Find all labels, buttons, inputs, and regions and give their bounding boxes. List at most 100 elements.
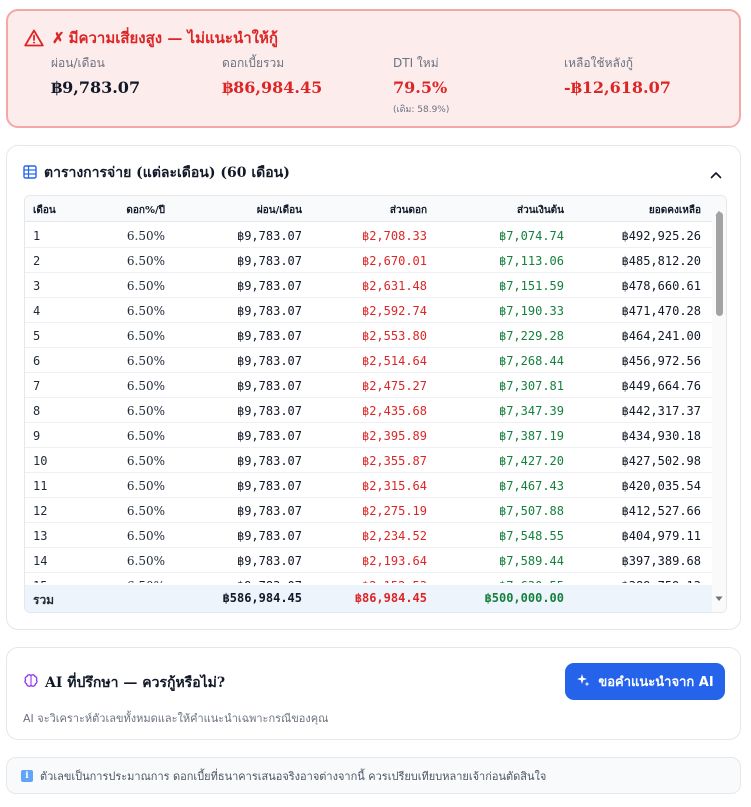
cell-balance: ฿478,660.61 bbox=[621, 279, 701, 293]
cell-payment: ฿9,783.07 bbox=[236, 254, 302, 268]
chevron-up-icon[interactable] bbox=[710, 164, 722, 183]
ai-header: AI ที่ปรึกษา — ควรกู้หรือไม่? bbox=[23, 672, 225, 694]
cell-principal: ฿7,427.20 bbox=[498, 454, 564, 468]
stat-note: (เดิม: 58.9%) bbox=[393, 105, 450, 115]
column-header-payment: ผ่อน/เดือน bbox=[256, 205, 302, 216]
table-total-row: รวม ฿586,984.45 ฿86,984.45 ฿500,000.00 bbox=[25, 585, 713, 612]
cell-interest: ฿2,514.64 bbox=[361, 354, 427, 368]
cell-rate: 6.50% bbox=[126, 279, 165, 293]
column-header-interest: ส่วนดอก bbox=[389, 205, 427, 216]
cell-rate: 6.50% bbox=[126, 479, 165, 493]
stat-label: ดอกเบี้ยรวม bbox=[222, 56, 285, 70]
cell-principal: ฿7,387.19 bbox=[498, 429, 564, 443]
stat-total-interest: ดอกเบี้ยรวม ฿86,984.45 bbox=[222, 54, 322, 97]
ask-ai-button[interactable]: ขอคำแนะนำจาก AI bbox=[565, 663, 725, 700]
cell-month: 14 bbox=[33, 554, 48, 568]
cell-rate: 6.50% bbox=[126, 354, 165, 368]
table-row: 2 6.50% ฿9,783.07 ฿2,670.01 ฿7,113.06 ฿485,81… bbox=[25, 248, 713, 273]
cell-payment: ฿9,783.07 bbox=[236, 229, 302, 243]
cell-principal: ฿7,548.55 bbox=[498, 529, 564, 543]
cell-balance: ฿464,241.00 bbox=[621, 329, 701, 343]
table-row: 15 6.50% ฿9,783.07 ฿2,152.53 ฿7,630.55 ฿389,7… bbox=[25, 573, 713, 583]
brain-icon bbox=[23, 673, 39, 693]
table-row: 12 6.50% ฿9,783.07 ฿2,275.19 ฿7,507.88 ฿412,5… bbox=[25, 498, 713, 523]
table-scrollbar[interactable] bbox=[712, 196, 726, 612]
column-header-month: เดือน bbox=[33, 205, 56, 216]
cell-interest: ฿2,592.74 bbox=[361, 304, 427, 318]
column-header-principal: ส่วนเงินต้น bbox=[516, 205, 564, 216]
cell-month: 10 bbox=[33, 454, 48, 468]
ask-ai-button-label: ขอคำแนะนำจาก AI bbox=[598, 675, 714, 690]
schedule-table[interactable]: เดือน ดอก%/ปี ผ่อน/เดือน ส่วนดอก ส่วนเงิ… bbox=[24, 195, 727, 613]
cell-rate: 6.50% bbox=[126, 554, 165, 568]
payment-schedule-card: ตารางการจ่าย (แต่ละเดือน) (60 เดือน) เดื… bbox=[6, 145, 741, 630]
total-payment: ฿586,984.45 bbox=[222, 591, 302, 605]
cell-interest: ฿2,234.52 bbox=[361, 529, 427, 543]
cell-principal: ฿7,630.55 bbox=[499, 579, 564, 583]
table-row: 8 6.50% ฿9,783.07 ฿2,435.68 ฿7,347.39 ฿442,31… bbox=[25, 398, 713, 423]
cell-principal: ฿7,307.81 bbox=[498, 379, 564, 393]
cell-rate: 6.50% bbox=[126, 329, 165, 343]
cell-principal: ฿7,268.44 bbox=[498, 354, 564, 368]
cell-balance: ฿492,925.26 bbox=[621, 229, 701, 243]
stat-label: ผ่อน/เดือน bbox=[51, 56, 105, 70]
cell-balance: ฿449,664.76 bbox=[621, 379, 701, 393]
total-label: รวม bbox=[33, 593, 55, 607]
warning-triangle-icon bbox=[24, 29, 44, 47]
cell-interest: ฿2,670.01 bbox=[361, 254, 427, 268]
cell-interest: ฿2,395.89 bbox=[361, 429, 427, 443]
cell-payment: ฿9,783.07 bbox=[236, 479, 302, 493]
cell-payment: ฿9,783.07 bbox=[236, 329, 302, 343]
cell-interest: ฿2,553.80 bbox=[361, 329, 427, 343]
table-row: 14 6.50% ฿9,783.07 ฿2,193.64 ฿7,589.44 ฿397,3… bbox=[25, 548, 713, 573]
scrollbar-thumb[interactable] bbox=[716, 212, 723, 316]
table-row: 4 6.50% ฿9,783.07 ฿2,592.74 ฿7,190.33 ฿471,47… bbox=[25, 298, 713, 323]
cell-principal: ฿7,347.39 bbox=[498, 404, 564, 418]
table-row: 11 6.50% ฿9,783.07 ฿2,315.64 ฿7,467.43 ฿420,0… bbox=[25, 473, 713, 498]
table-header: เดือน ดอก%/ปี ผ่อน/เดือน ส่วนดอก ส่วนเงิ… bbox=[25, 196, 713, 222]
total-interest: ฿86,984.45 bbox=[354, 591, 427, 605]
cell-interest: ฿2,355.87 bbox=[361, 454, 427, 468]
cell-rate: 6.50% bbox=[126, 379, 165, 393]
cell-rate: 6.50% bbox=[126, 404, 165, 418]
risk-title: ✗ มีความเสี่ยงสูง — ไม่แนะนำให้กู้ bbox=[52, 26, 278, 50]
cell-payment: ฿9,783.07 bbox=[236, 554, 302, 568]
stat-value: -฿12,618.07 bbox=[564, 78, 671, 97]
table-row: 5 6.50% ฿9,783.07 ฿2,553.80 ฿7,229.28 ฿464,24… bbox=[25, 323, 713, 348]
cell-payment: ฿9,783.07 bbox=[236, 404, 302, 418]
cell-balance: ฿397,389.68 bbox=[621, 554, 701, 568]
risk-title-text: มีความเสี่ยงสูง — ไม่แนะนำให้กู้ bbox=[68, 29, 278, 47]
stat-value: ฿9,783.07 bbox=[51, 78, 141, 97]
total-principal: ฿500,000.00 bbox=[484, 591, 564, 605]
cell-month: 5 bbox=[33, 329, 41, 343]
table-body: 1 6.50% ฿9,783.07 ฿2,708.33 ฿7,074.74 ฿492,92… bbox=[25, 223, 713, 583]
cell-month: 8 bbox=[33, 404, 41, 418]
x-mark-icon: ✗ bbox=[52, 29, 65, 47]
scroll-down-icon[interactable] bbox=[715, 587, 723, 606]
cell-principal: ฿7,151.59 bbox=[498, 279, 564, 293]
cell-payment: ฿9,783.07 bbox=[237, 579, 302, 583]
cell-payment: ฿9,783.07 bbox=[236, 429, 302, 443]
cell-interest: ฿2,631.48 bbox=[361, 279, 427, 293]
cell-principal: ฿7,589.44 bbox=[498, 554, 564, 568]
cell-payment: ฿9,783.07 bbox=[236, 354, 302, 368]
stat-value: 79.5% bbox=[393, 78, 448, 97]
cell-principal: ฿7,113.06 bbox=[498, 254, 564, 268]
cell-month: 7 bbox=[33, 379, 41, 393]
cell-month: 6 bbox=[33, 354, 41, 368]
schedule-header[interactable]: ตารางการจ่าย (แต่ละเดือน) (60 เดือน) bbox=[23, 162, 290, 184]
table-row: 10 6.50% ฿9,783.07 ฿2,355.87 ฿7,427.20 ฿427,5… bbox=[25, 448, 713, 473]
column-header-balance: ยอดคงเหลือ bbox=[648, 205, 701, 216]
disclaimer-text: ตัวเลขเป็นการประมาณการ ดอกเบี้ยที่ธนาคาร… bbox=[40, 769, 547, 783]
cell-month: 3 bbox=[33, 279, 41, 293]
cell-rate: 6.50% bbox=[126, 454, 165, 468]
cell-balance: ฿389,759.13 bbox=[622, 579, 701, 583]
cell-payment: ฿9,783.07 bbox=[236, 529, 302, 543]
cell-payment: ฿9,783.07 bbox=[236, 379, 302, 393]
cell-month: 13 bbox=[33, 529, 48, 543]
cell-payment: ฿9,783.07 bbox=[236, 279, 302, 293]
cell-balance: ฿471,470.28 bbox=[621, 304, 701, 318]
table-row: 9 6.50% ฿9,783.07 ฿2,395.89 ฿7,387.19 ฿434,93… bbox=[25, 423, 713, 448]
cell-principal: ฿7,190.33 bbox=[498, 304, 564, 318]
cell-month: 4 bbox=[33, 304, 41, 318]
